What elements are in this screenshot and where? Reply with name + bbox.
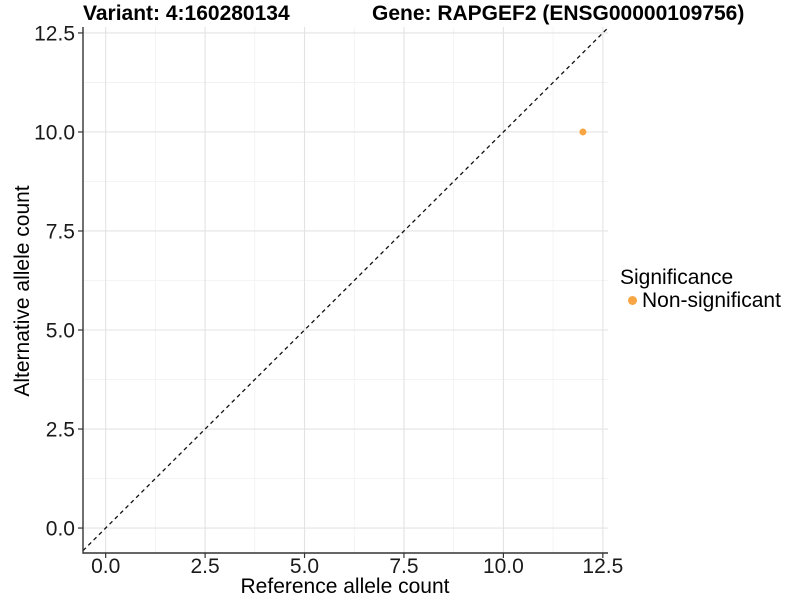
svg-text:5.0: 5.0 (46, 320, 75, 343)
legend-item-label: Non-significant (642, 289, 781, 312)
svg-text:10.0: 10.0 (483, 555, 524, 578)
svg-text:2.5: 2.5 (191, 555, 220, 578)
gene-title: Gene: RAPGEF2 (ENSG00000109756) (372, 2, 745, 25)
svg-text:10.0: 10.0 (34, 121, 75, 144)
svg-text:7.5: 7.5 (389, 555, 418, 578)
svg-text:12.5: 12.5 (34, 22, 75, 45)
legend-title: Significance (620, 266, 734, 289)
svg-text:0.0: 0.0 (91, 555, 120, 578)
legend-dot-icon (628, 296, 637, 305)
legend: Significance Non-significant (620, 266, 781, 312)
y-axis-title: Alternative allele count (11, 185, 34, 397)
svg-text:5.0: 5.0 (290, 555, 319, 578)
x-axis-title: Reference allele count (240, 575, 450, 598)
svg-text:2.5: 2.5 (46, 419, 75, 442)
svg-text:7.5: 7.5 (46, 220, 75, 243)
variant-title: Variant: 4:160280134 (83, 2, 290, 25)
svg-text:0.0: 0.0 (46, 518, 75, 541)
legend-item: Non-significant (620, 289, 781, 312)
svg-text:12.5: 12.5 (582, 555, 623, 578)
